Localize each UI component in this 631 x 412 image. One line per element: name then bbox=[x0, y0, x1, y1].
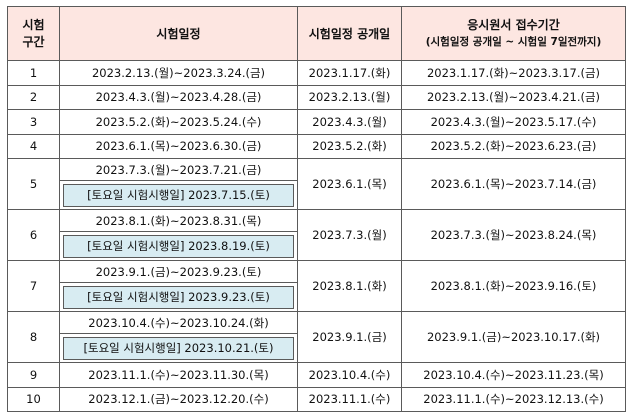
apply-cell: 2023.6.1.(목)~2023.7.14.(금) bbox=[401, 158, 626, 210]
schedule-range: 2023.9.1.(금)~2023.9.23.(토) bbox=[60, 263, 297, 283]
schedule-cell: 2023.7.3.(월)~2023.7.21.(금) [토요일 시험시행일] 2… bbox=[59, 158, 298, 210]
apply-cell: 2023.8.1.(화)~2023.9.16.(토) bbox=[401, 260, 626, 312]
period-cell: 3 bbox=[7, 109, 60, 135]
period-cell: 9 bbox=[7, 362, 60, 388]
apply-cell: 2023.7.3.(월)~2023.8.24.(목) bbox=[401, 209, 626, 261]
apply-cell: 2023.1.17.(화)~2023.3.17.(금) bbox=[401, 60, 626, 86]
schedule-cell: 2023.11.1.(수)~2023.11.30.(목) bbox=[59, 362, 298, 388]
announce-cell: 2023.5.2.(화) bbox=[297, 133, 402, 159]
period-cell: 5 bbox=[7, 158, 60, 210]
announce-cell: 2023.9.1.(금) bbox=[297, 311, 402, 363]
period-cell: 8 bbox=[7, 311, 60, 363]
period-cell: 7 bbox=[7, 260, 60, 312]
schedule-cell: 2023.4.3.(월)~2023.4.28.(금) bbox=[59, 84, 298, 110]
schedule-range: 2023.8.1.(화)~2023.8.31.(목) bbox=[60, 212, 297, 232]
announce-cell: 2023.4.3.(월) bbox=[297, 109, 402, 135]
table-row: 1 2023.2.13.(월)~2023.3.24.(금) 2023.1.17.… bbox=[7, 60, 626, 86]
header-period-line2: 구간 bbox=[22, 34, 45, 49]
saturday-exam-box: [토요일 시험시행일] 2023.9.23.(토) bbox=[63, 286, 294, 309]
table-row: 6 2023.8.1.(화)~2023.8.31.(목) [토요일 시험시행일]… bbox=[7, 209, 626, 261]
table-row: 4 2023.6.1.(목)~2023.6.30.(금) 2023.5.2.(화… bbox=[7, 133, 626, 159]
table-row: 2 2023.4.3.(월)~2023.4.28.(금) 2023.2.13.(… bbox=[7, 84, 626, 110]
announce-cell: 2023.2.13.(월) bbox=[297, 84, 402, 110]
apply-cell: 2023.10.4.(수)~2023.11.23.(목) bbox=[401, 362, 626, 388]
schedule-cell: 2023.9.1.(금)~2023.9.23.(토) [토요일 시험시행일] 2… bbox=[59, 260, 298, 312]
announce-cell: 2023.10.4.(수) bbox=[297, 362, 402, 388]
header-application-title: 응시원서 접수기간 bbox=[467, 17, 560, 32]
table-row: 8 2023.10.4.(수)~2023.10.24.(화) [토요일 시험시행… bbox=[7, 311, 626, 363]
schedule-cell: 2023.2.13.(월)~2023.3.24.(금) bbox=[59, 60, 298, 86]
header-schedule: 시험일정 bbox=[59, 6, 298, 61]
apply-cell: 2023.5.2.(화)~2023.6.23.(금) bbox=[401, 133, 626, 159]
table-row: 3 2023.5.2.(화)~2023.5.24.(수) 2023.4.3.(월… bbox=[7, 109, 626, 135]
header-announce: 시험일정 공개일 bbox=[297, 6, 402, 61]
header-row: 시험 구간 시험일정 시험일정 공개일 응시원서 접수기간 (시험일정 공개일 … bbox=[7, 6, 626, 61]
schedule-cell: 2023.6.1.(목)~2023.6.30.(금) bbox=[59, 133, 298, 159]
schedule-cell: 2023.8.1.(화)~2023.8.31.(목) [토요일 시험시행일] 2… bbox=[59, 209, 298, 261]
exam-schedule-table: 시험 구간 시험일정 시험일정 공개일 응시원서 접수기간 (시험일정 공개일 … bbox=[7, 6, 626, 412]
apply-cell: 2023.2.13.(월)~2023.4.21.(금) bbox=[401, 84, 626, 110]
announce-cell: 2023.7.3.(월) bbox=[297, 209, 402, 261]
announce-cell: 2023.1.17.(화) bbox=[297, 60, 402, 86]
schedule-cell: 2023.10.4.(수)~2023.10.24.(화) [토요일 시험시행일]… bbox=[59, 311, 298, 363]
announce-cell: 2023.8.1.(화) bbox=[297, 260, 402, 312]
table-row: 5 2023.7.3.(월)~2023.7.21.(금) [토요일 시험시행일]… bbox=[7, 158, 626, 210]
apply-cell: 2023.4.3.(월)~2023.5.17.(수) bbox=[401, 109, 626, 135]
period-cell: 1 bbox=[7, 60, 60, 86]
period-cell: 4 bbox=[7, 133, 60, 159]
schedule-cell: 2023.5.2.(화)~2023.5.24.(수) bbox=[59, 109, 298, 135]
table-row: 9 2023.11.1.(수)~2023.11.30.(목) 2023.10.4… bbox=[7, 362, 626, 388]
period-cell: 6 bbox=[7, 209, 60, 261]
period-cell: 2 bbox=[7, 84, 60, 110]
header-application: 응시원서 접수기간 (시험일정 공개일 ~ 시험일 7일전까지) bbox=[401, 6, 626, 61]
header-application-note: (시험일정 공개일 ~ 시험일 7일전까지) bbox=[425, 35, 602, 48]
announce-cell: 2023.6.1.(목) bbox=[297, 158, 402, 210]
table-row: 7 2023.9.1.(금)~2023.9.23.(토) [토요일 시험시행일]… bbox=[7, 260, 626, 312]
schedule-range: 2023.10.4.(수)~2023.10.24.(화) bbox=[60, 314, 297, 334]
schedule-range: 2023.7.3.(월)~2023.7.21.(금) bbox=[60, 161, 297, 181]
saturday-exam-box: [토요일 시험시행일] 2023.7.15.(토) bbox=[63, 184, 294, 207]
apply-cell: 2023.9.1.(금)~2023.10.17.(화) bbox=[401, 311, 626, 363]
saturday-exam-box: [토요일 시험시행일] 2023.8.19.(토) bbox=[63, 235, 294, 258]
header-period: 시험 구간 bbox=[7, 6, 60, 61]
header-period-line1: 시험 bbox=[22, 17, 45, 32]
saturday-exam-box: [토요일 시험시행일] 2023.10.21.(토) bbox=[63, 337, 294, 360]
